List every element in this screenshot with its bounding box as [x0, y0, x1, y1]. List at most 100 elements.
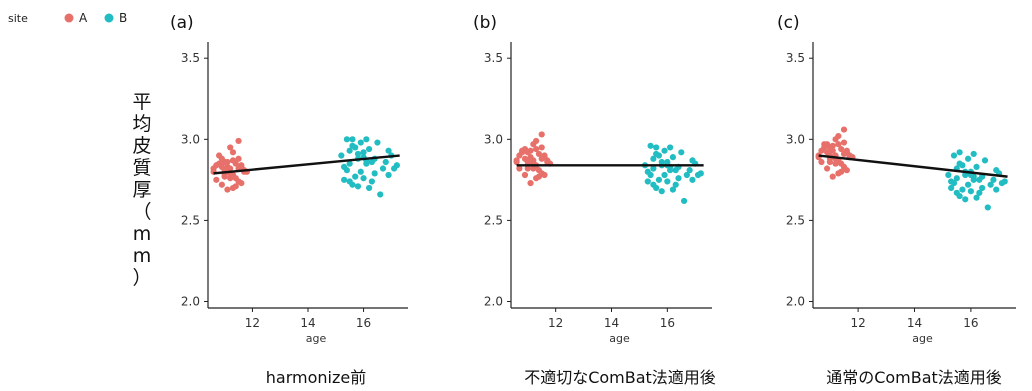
point-site-a	[838, 145, 845, 153]
point-site-b	[976, 189, 983, 196]
point-site-b	[343, 136, 350, 143]
point-site-b	[970, 150, 977, 158]
point-site-a	[535, 173, 543, 180]
point-site-b	[669, 186, 677, 193]
point-site-b	[683, 171, 690, 179]
x-tick-label: 16	[963, 316, 978, 330]
point-site-a	[832, 160, 839, 167]
point-site-a	[544, 157, 551, 164]
point-site-b	[998, 180, 1006, 187]
x-tick-label: 16	[356, 316, 371, 330]
point-site-b	[953, 175, 960, 182]
point-site-b	[967, 188, 974, 195]
point-site-b	[644, 178, 651, 185]
point-site-a	[832, 136, 839, 143]
point-site-a	[524, 158, 531, 166]
y-tick-label: 3.0	[484, 132, 503, 146]
point-site-a	[533, 145, 540, 153]
point-site-b	[391, 165, 398, 172]
point-site-b	[382, 158, 389, 166]
point-site-b	[346, 160, 353, 167]
point-site-b	[661, 171, 668, 179]
point-site-a	[232, 160, 239, 167]
point-site-a	[530, 141, 537, 148]
point-site-b	[341, 176, 348, 183]
point-site-a	[218, 181, 225, 188]
x-axis-label: age	[609, 332, 630, 345]
panel-b: (b) 2.0 2.5 3.0 3.5 12 14 16 age 不適切なComBat法適用後	[473, 13, 716, 387]
point-site-b	[950, 180, 958, 187]
y-tick-label: 2.0	[786, 295, 805, 309]
point-site-b	[352, 173, 359, 180]
point-site-a	[835, 141, 842, 148]
x-tick-label: 12	[245, 316, 260, 330]
point-site-b	[664, 178, 671, 185]
point-site-b	[357, 168, 364, 175]
point-site-a	[527, 180, 534, 187]
point-site-b	[655, 176, 663, 183]
point-site-b	[366, 184, 373, 192]
point-site-b	[962, 196, 969, 203]
point-site-b	[964, 181, 972, 188]
point-site-a	[218, 155, 225, 162]
point-site-a	[846, 152, 853, 159]
point-site-a	[823, 165, 831, 172]
point-site-a	[840, 150, 848, 158]
x-tick-label: 12	[850, 316, 865, 330]
y-tick-label: 3.5	[181, 51, 200, 65]
point-site-a	[840, 126, 848, 133]
point-site-b	[653, 150, 660, 158]
panel-caption: 不適切なComBat法適用後	[524, 368, 716, 387]
point-site-a	[521, 145, 529, 153]
point-site-a	[232, 183, 239, 190]
point-site-b	[956, 149, 963, 156]
point-site-b	[360, 175, 367, 182]
point-site-b	[653, 144, 660, 151]
point-site-a	[516, 152, 523, 159]
point-site-b	[647, 171, 654, 179]
point-site-b	[377, 191, 384, 198]
point-site-a	[535, 150, 543, 158]
legend-title: site	[8, 12, 28, 25]
point-site-b	[661, 147, 668, 154]
point-site-b	[950, 152, 958, 159]
point-site-b	[354, 183, 362, 190]
point-site-b	[678, 149, 685, 156]
y-tick-label: 2.5	[181, 213, 200, 227]
point-site-b	[973, 194, 980, 201]
point-site-a	[513, 158, 520, 166]
point-site-a	[840, 139, 848, 146]
panel-caption: harmonize前	[266, 368, 366, 387]
point-site-a	[818, 147, 825, 154]
point-site-b	[658, 188, 665, 195]
y-tick-label: 2.5	[786, 213, 805, 227]
legend: site A B	[8, 11, 127, 25]
point-site-b	[970, 176, 977, 183]
point-site-b	[349, 142, 356, 149]
point-site-b	[650, 181, 657, 188]
point-site-b	[990, 176, 997, 183]
x-tick-label: 16	[660, 316, 675, 330]
point-site-a	[221, 173, 228, 180]
point-site-a	[818, 158, 825, 166]
y-tick-label: 2.5	[484, 213, 503, 227]
point-site-a	[521, 171, 529, 179]
x-tick-label: 14	[604, 316, 619, 330]
point-site-b	[379, 165, 387, 172]
point-site-b	[385, 171, 392, 179]
point-site-b	[349, 136, 356, 143]
y-tick-label: 3.0	[786, 132, 805, 146]
y-tick-label: 3.5	[786, 51, 805, 65]
point-site-a	[541, 171, 548, 179]
point-site-b	[368, 178, 375, 185]
point-site-b	[658, 158, 665, 166]
legend-marker-b	[104, 13, 114, 23]
point-site-b	[669, 154, 677, 161]
point-site-a	[238, 180, 245, 187]
point-site-a	[227, 175, 234, 182]
point-site-b	[366, 145, 373, 153]
point-site-a	[235, 155, 242, 162]
point-site-b	[979, 184, 986, 192]
y-tick-label: 2.0	[181, 295, 200, 309]
